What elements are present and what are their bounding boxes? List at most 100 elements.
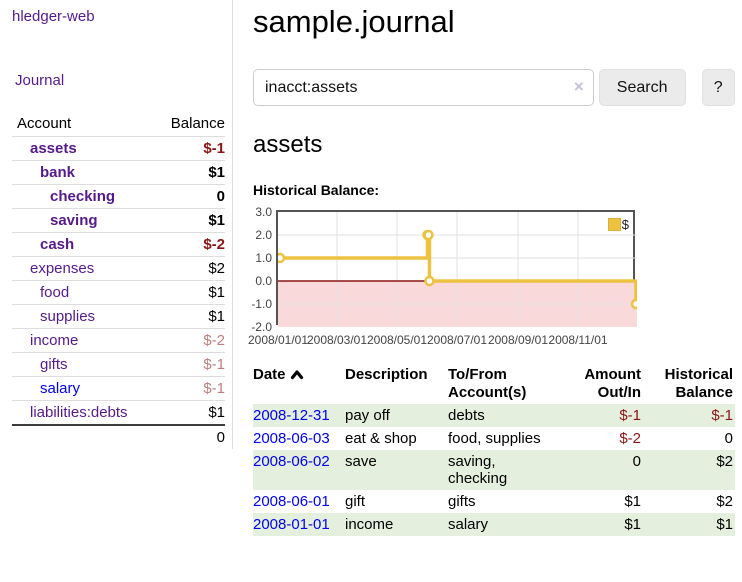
sidebar: hledger-web Journal Account Balance asse… bbox=[0, 0, 233, 449]
transaction-balance: 0 bbox=[724, 430, 733, 447]
sidebar-account-link-assets[interactable]: assets bbox=[30, 140, 77, 157]
account-balance: $1 bbox=[152, 280, 225, 305]
date-link[interactable]: 2008-12-31 bbox=[253, 407, 330, 424]
account-row: assets $-1 bbox=[12, 136, 225, 161]
table-row: 2008-12-31 pay off debts $-1 $-1 bbox=[253, 404, 735, 427]
account-heading: assets bbox=[253, 131, 323, 158]
account-row: food $1 bbox=[12, 280, 225, 305]
historical-balance-chart: $ 3.0 2.0 1.0 0.0 -1.0 -2.0 2008/01/01 2008/03/… bbox=[248, 205, 735, 348]
description-column-header: Description bbox=[345, 366, 428, 383]
sidebar-account-link-checking[interactable]: checking bbox=[50, 188, 116, 205]
transaction-date: 2008-06-02 bbox=[253, 450, 345, 490]
sidebar-account-link-gifts[interactable]: gifts bbox=[40, 356, 68, 373]
transaction-amount: $1 bbox=[624, 516, 641, 533]
date-link[interactable]: 2008-06-03 bbox=[253, 430, 330, 447]
accounts-table: Account Balance assets $-1 bank $1 checking 0… bbox=[12, 112, 225, 449]
account-balance: 0 bbox=[152, 184, 225, 209]
tofrom-column-header: To/From Account(s) bbox=[448, 366, 527, 401]
x-axis-tick-label: 2008/01/01 bbox=[247, 333, 309, 347]
account-balance: $1 bbox=[152, 400, 225, 425]
main-content: sample.journal × Search ? assets Histori… bbox=[248, 0, 735, 536]
sidebar-account-link-supplies[interactable]: supplies bbox=[40, 308, 96, 325]
account-row: liabilities:debts $1 bbox=[12, 400, 225, 425]
transaction-balance: $1 bbox=[716, 516, 733, 533]
amount-column-header: Amount Out/In bbox=[584, 366, 641, 401]
transaction-amount: 0 bbox=[632, 453, 641, 470]
chart-legend: $ bbox=[607, 217, 629, 232]
x-axis-tick-label: 2008/09/01 bbox=[487, 333, 549, 347]
balance-column-header: Historical Balance bbox=[664, 366, 733, 401]
transaction-amount: $-1 bbox=[619, 407, 641, 424]
page-title: sample.journal bbox=[253, 4, 455, 39]
account-balance: $1 bbox=[152, 304, 225, 329]
x-axis-tick-label: 2008/05/01 bbox=[366, 333, 428, 347]
transaction-accounts: debts bbox=[448, 407, 485, 424]
search-form: × Search ? bbox=[253, 69, 735, 106]
register-table-header: Date Description To/From Account(s) Amou… bbox=[253, 364, 735, 404]
chart-plot-area: $ bbox=[276, 210, 637, 327]
clear-search-icon[interactable]: × bbox=[573, 77, 584, 96]
transaction-balance: $-1 bbox=[711, 407, 733, 424]
register-table: Date Description To/From Account(s) Amou… bbox=[253, 364, 735, 536]
sidebar-account-link-bank[interactable]: bank bbox=[40, 164, 76, 181]
transaction-accounts: gifts bbox=[448, 493, 476, 510]
transaction-date: 2008-12-31 bbox=[253, 404, 345, 427]
table-row: 2008-01-01 income salary $1 $1 bbox=[253, 513, 735, 536]
transaction-amount: $1 bbox=[624, 493, 641, 510]
balance-column-header: Balance bbox=[170, 115, 225, 132]
accounts-table-header: Account Balance bbox=[12, 112, 225, 137]
date-link[interactable]: 2008-06-01 bbox=[253, 493, 330, 510]
table-row: 2008-06-03 eat & shop food, supplies $-2 0 bbox=[253, 427, 735, 450]
account-balance: $2 bbox=[152, 256, 225, 281]
y-axis-tick-label: 0.0 bbox=[255, 274, 272, 288]
x-axis-tick-label: 2008/11/01 bbox=[548, 333, 608, 347]
accounts-total-value: 0 bbox=[152, 424, 225, 449]
transaction-description: save bbox=[345, 453, 377, 470]
transaction-accounts: saving, checking bbox=[448, 453, 508, 487]
transaction-accounts: food, supplies bbox=[448, 430, 541, 447]
sidebar-account-link-income[interactable]: income bbox=[30, 332, 79, 349]
account-balance: $1 bbox=[152, 160, 225, 185]
transaction-balance: $2 bbox=[716, 493, 733, 510]
y-axis-tick-label: 3.0 bbox=[255, 205, 272, 219]
date-link[interactable]: 2008-01-01 bbox=[253, 516, 330, 533]
transaction-description: eat & shop bbox=[345, 430, 417, 447]
account-balance: $-2 bbox=[152, 328, 225, 353]
account-row: saving $1 bbox=[12, 208, 225, 233]
sidebar-account-link-salary[interactable]: salary bbox=[40, 380, 81, 397]
sort-ascending-icon bbox=[290, 370, 303, 380]
transaction-date: 2008-06-01 bbox=[253, 490, 345, 513]
search-input[interactable] bbox=[253, 69, 594, 106]
x-axis-tick-label: 2008/07/01 bbox=[426, 333, 488, 347]
account-column-header: Account bbox=[17, 115, 72, 132]
account-balance: $-1 bbox=[152, 352, 225, 377]
sidebar-account-link-food[interactable]: food bbox=[40, 284, 70, 301]
account-balance: $1 bbox=[152, 208, 225, 233]
sidebar-account-link-liabilities-debts[interactable]: liabilities:debts bbox=[30, 404, 128, 421]
account-row: gifts $-1 bbox=[12, 352, 225, 377]
account-row: bank $1 bbox=[12, 160, 225, 185]
transaction-amount: $-2 bbox=[619, 430, 641, 447]
y-axis-tick-label: 2.0 bbox=[255, 228, 272, 242]
sidebar-account-link-cash[interactable]: cash bbox=[40, 236, 75, 253]
date-link[interactable]: 2008-06-02 bbox=[253, 453, 330, 470]
account-row: salary $-1 bbox=[12, 376, 225, 401]
account-row: cash $-2 bbox=[12, 232, 225, 257]
help-button[interactable]: ? bbox=[701, 69, 735, 106]
sidebar-account-link-saving[interactable]: saving bbox=[50, 212, 98, 229]
brand-link[interactable]: hledger-web bbox=[12, 8, 95, 25]
transaction-description: income bbox=[345, 516, 394, 533]
date-column-header[interactable]: Date bbox=[253, 364, 345, 404]
sidebar-item-journal[interactable]: Journal bbox=[15, 72, 65, 89]
transaction-accounts: salary bbox=[448, 516, 489, 533]
search-button[interactable]: Search bbox=[598, 69, 686, 106]
table-row: 2008-06-01 gift gifts $1 $2 bbox=[253, 490, 735, 513]
account-balance: $-1 bbox=[152, 376, 225, 401]
account-row: checking 0 bbox=[12, 184, 225, 209]
transaction-balance: $2 bbox=[716, 453, 733, 470]
sidebar-account-link-expenses[interactable]: expenses bbox=[30, 260, 95, 277]
transaction-description: gift bbox=[345, 493, 366, 510]
y-axis-tick-label: -2.0 bbox=[251, 320, 272, 334]
transaction-date: 2008-01-01 bbox=[253, 513, 345, 536]
